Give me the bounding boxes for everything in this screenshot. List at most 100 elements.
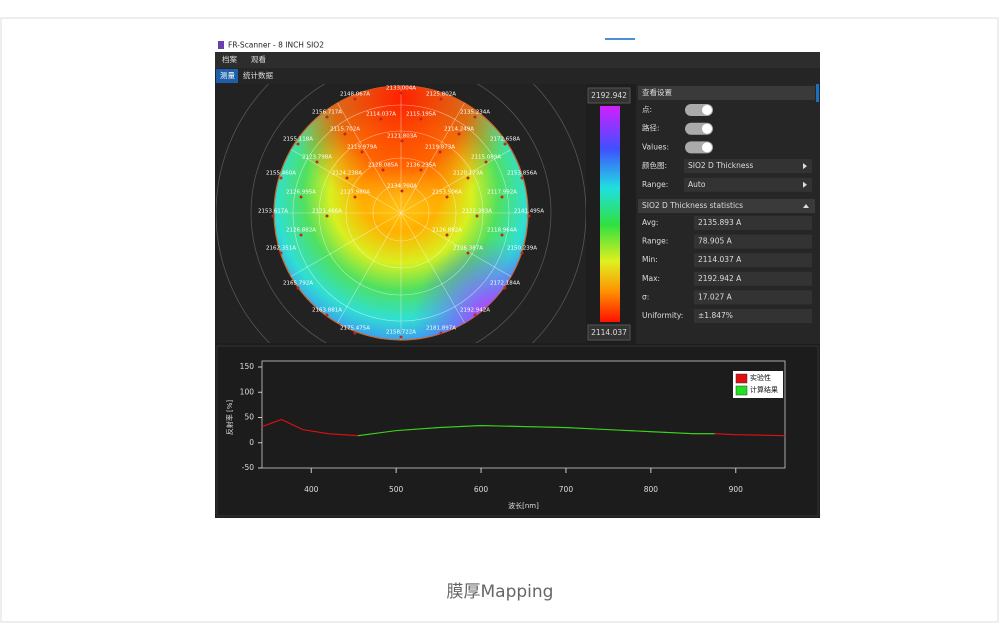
stat-value: ±1.847%: [698, 311, 733, 320]
measure-point: [500, 233, 504, 237]
grid-spoke: [400, 212, 512, 277]
measure-point: [353, 195, 357, 199]
wafer-value: 2126.882A: [286, 228, 316, 234]
app-icon: [218, 41, 224, 49]
y-tick-label: 0: [249, 438, 254, 447]
stat-box: [694, 290, 812, 305]
colorbar-max-box: [587, 87, 631, 104]
stat-box: [694, 234, 812, 249]
x-tick-label: 700: [559, 485, 574, 494]
stat-value: 2192.942 A: [698, 274, 742, 283]
wafer-grid: [274, 86, 528, 340]
wafer-value: 2155.460A: [266, 171, 296, 177]
legend-swatch: [735, 373, 748, 384]
wafer-value: 2122.303A: [462, 209, 492, 215]
stat-value: 2114.037 A: [698, 255, 742, 264]
wafer-value: 2153.617A: [258, 209, 288, 215]
collapse-icon[interactable]: [803, 204, 809, 208]
grid-spoke: [290, 149, 402, 214]
stat-label: σ:: [642, 292, 649, 301]
measure-point: [315, 160, 319, 164]
wafer-value: 2126.995A: [286, 190, 316, 196]
scrollbar: [816, 84, 819, 102]
measure-point: [325, 115, 329, 119]
measure-point: [381, 168, 385, 172]
measure-point: [296, 286, 300, 290]
measure-point: [439, 331, 443, 335]
wafer-value: 2126.882A: [432, 228, 462, 234]
wafer-value: 2123.798A: [302, 155, 332, 161]
wafer-value: 2135.234A: [460, 110, 490, 116]
wafer-value: 2172.184A: [490, 281, 520, 287]
measure-point: [325, 214, 329, 218]
wafer-value: 2155.118A: [283, 137, 313, 143]
chart: -50 0 50 100 150 400 500 600 700 800 900 波长[nm] 反射率 …: [225, 360, 786, 510]
x-tick-label: 900: [729, 485, 744, 494]
measure-point: [360, 150, 364, 154]
measure-point: [279, 176, 283, 180]
tab[interactable]: 测量: [220, 71, 235, 80]
wafer-value: 2153.506A: [432, 190, 462, 196]
wafer-value: 2115.195A: [406, 112, 436, 118]
measure-point: [345, 176, 349, 180]
measure-point: [353, 331, 357, 335]
wafer-value: 2127.980A: [340, 190, 370, 196]
wafer-value: 2115.089A: [471, 155, 501, 161]
panel-header: [638, 86, 815, 100]
measure-point: [399, 91, 403, 95]
measure-point: [400, 189, 404, 193]
title-bar: [215, 38, 820, 52]
wafer-value: 2128.085A: [368, 163, 398, 169]
setting-value: SIO2 D Thickness: [688, 161, 753, 170]
tab-active[interactable]: [216, 69, 238, 83]
setting-label: Values:: [642, 142, 669, 151]
tab[interactable]: 统计数据: [243, 70, 273, 80]
measure-point: [503, 142, 507, 146]
grid-spoke: [337, 212, 402, 324]
wafer-value: 2121.803A: [387, 134, 417, 140]
grid-spoke: [400, 149, 512, 214]
measure-point: [473, 115, 477, 119]
y-axis-label: 反射率 [%]: [225, 400, 234, 436]
setting-label: 路径:: [642, 123, 660, 133]
measure-point: [325, 313, 329, 317]
measure-point: [457, 132, 461, 136]
settings: 点: 路径: Values: 颜色图: SIO2 D Thickness Range: Au…: [642, 104, 812, 192]
x-tick-label: 800: [644, 485, 659, 494]
wafer-value: 2120.173A: [453, 171, 483, 177]
measure-point: [439, 97, 443, 101]
grid-spoke: [290, 212, 402, 277]
colorbar-min: 2114.037: [591, 328, 627, 337]
caption: 膜厚Mapping: [447, 582, 554, 602]
stat-label: Min:: [642, 255, 658, 264]
wafer-value: 2153.856A: [507, 171, 537, 177]
menu-item[interactable]: 观看: [251, 55, 266, 64]
measure-point: [445, 195, 449, 199]
stat-box: [694, 216, 812, 230]
legend-label: 实验性: [750, 373, 771, 382]
stat-value: 2135.893 A: [698, 218, 742, 227]
setting-select[interactable]: [684, 177, 812, 192]
measure-point: [400, 139, 404, 143]
wafer-value: 2118.964A: [487, 228, 517, 234]
toggle-knob: [702, 123, 712, 134]
setting-label: 点:: [642, 105, 652, 114]
measure-point: [500, 195, 504, 199]
setting-label: 颜色图:: [642, 160, 667, 170]
wafer-labels: 2133.004A 2148.067A 2125.802A 2156.717A 2114…: [258, 86, 544, 339]
setting-select[interactable]: [684, 159, 812, 174]
panel-header-text: 查看设置: [642, 87, 672, 97]
wafer-value: 2114.249A: [444, 127, 474, 133]
measure-point: [399, 335, 403, 339]
stat-label: Uniformity:: [642, 311, 683, 320]
measure-point: [466, 251, 470, 255]
wafer-value: 2133.004A: [386, 86, 416, 92]
toggle-knob: [702, 105, 712, 115]
stat-box: [694, 253, 812, 268]
grid-spoke: [400, 102, 465, 214]
wafer-value: 2134.700A: [387, 184, 417, 190]
menu-item[interactable]: 档案: [222, 54, 237, 64]
y-tick-label: -50: [242, 463, 254, 472]
wafer-value: 2156.717A: [312, 110, 342, 116]
stats-header[interactable]: [638, 199, 815, 213]
